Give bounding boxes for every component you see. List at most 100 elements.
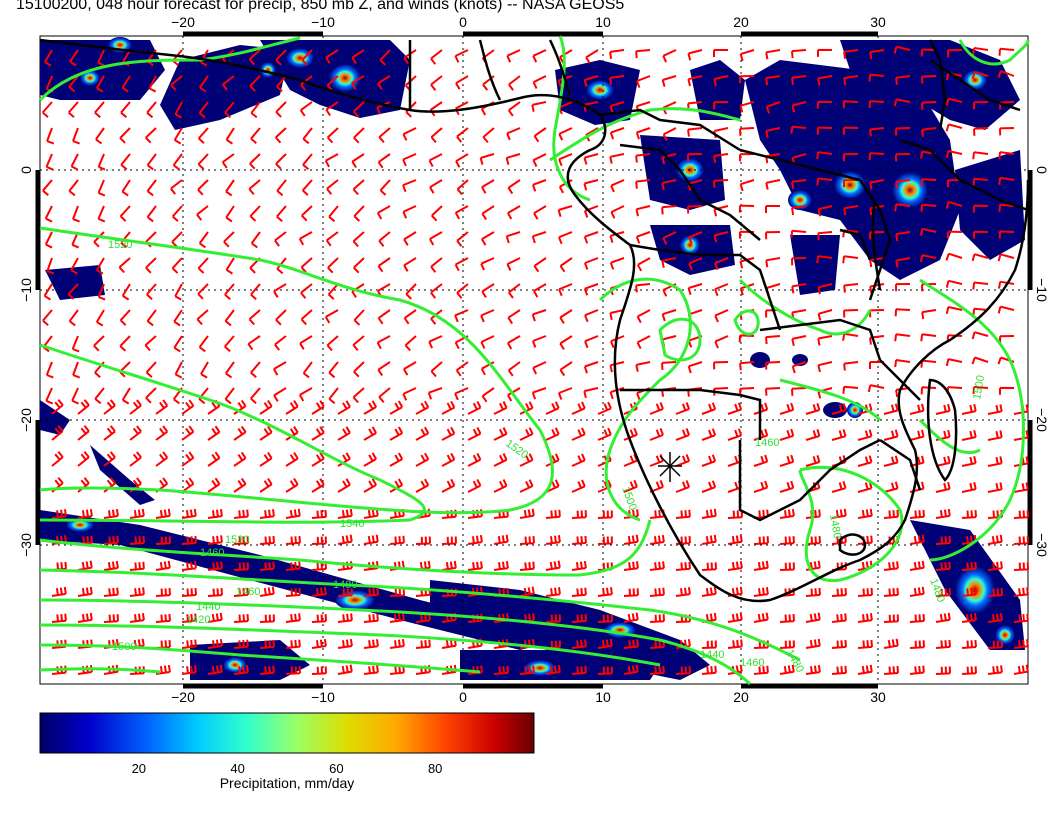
contour-label: 1480 (827, 513, 843, 539)
wind-barb (883, 455, 899, 467)
wind-barb (635, 283, 651, 293)
wind-barb (325, 49, 339, 64)
wind-barb (274, 127, 287, 144)
wind-barb (146, 179, 157, 197)
wind-barb (389, 665, 405, 675)
wind-barb (649, 402, 664, 415)
wind-barb (379, 49, 391, 66)
precip-colorbar: 20 40 60 80 (39, 712, 535, 776)
lat-tick-label: 0 (18, 166, 34, 174)
wind-barb (791, 387, 807, 396)
wind-barb (327, 257, 339, 274)
wind-barb (883, 481, 899, 493)
wind-barb (441, 536, 457, 545)
wind-barb (311, 400, 325, 415)
wind-barb (831, 665, 847, 675)
wind-barb (842, 385, 859, 394)
colorbar-tick-label: 60 (329, 761, 343, 776)
wind-barb (482, 75, 495, 91)
wind-barb (557, 387, 573, 400)
wind-barb (857, 613, 873, 623)
wind-barb (687, 361, 703, 374)
wind-barb (337, 508, 353, 519)
wind-barb (571, 535, 587, 545)
wind-barb (945, 358, 963, 367)
wind-barb (311, 638, 327, 649)
wind-barb (675, 402, 691, 415)
wind-barb (97, 179, 106, 197)
wind-barb (779, 454, 795, 467)
wind-barb (298, 387, 313, 402)
wind-barb (129, 425, 142, 441)
wind-barb (571, 510, 587, 519)
wind-barb (714, 257, 729, 271)
wind-barb (713, 231, 729, 243)
wind-barb (46, 257, 55, 275)
wind-barb (95, 309, 105, 327)
wind-barb (779, 508, 795, 519)
wind-barb (583, 283, 599, 296)
wind-barb (909, 560, 925, 571)
wind-barb (351, 153, 365, 169)
wind-barb (920, 203, 937, 212)
wind-barb (739, 179, 755, 192)
wind-barb (997, 305, 1015, 314)
lon-tick-label: 20 (733, 14, 749, 30)
wind-barb (259, 451, 273, 467)
wind-barb (738, 204, 755, 213)
wind-barb (857, 587, 873, 597)
wind-barb (623, 639, 639, 649)
wind-barb (817, 283, 833, 295)
wind-barb (971, 331, 989, 340)
wind-barb (377, 257, 391, 273)
wind-barb (779, 428, 795, 441)
wind-barb (987, 665, 1003, 675)
wind-barb (259, 639, 275, 649)
wind-barb (221, 75, 235, 91)
wind-barb (376, 205, 391, 220)
wind-barb (199, 75, 209, 93)
wind-barb (259, 586, 275, 597)
wind-barb (146, 153, 157, 171)
wind-barb (311, 478, 325, 493)
wind-barb (181, 451, 195, 467)
wind-barb (402, 127, 417, 141)
wind-barb (103, 614, 119, 623)
wind-barb (623, 664, 639, 675)
wind-barb (701, 454, 717, 467)
wind-barb (353, 309, 365, 326)
wind-barb (363, 508, 379, 519)
wind-barb (635, 127, 651, 140)
wind-barb (300, 283, 313, 299)
wind-barb (623, 588, 639, 597)
wind-barb (895, 257, 911, 268)
wind-barb (972, 230, 989, 239)
lon-ticks-bottom: −20 −10 0 10 20 30 (171, 689, 886, 705)
wind-barb (301, 49, 313, 66)
wind-barb (842, 100, 859, 109)
wind-barb (765, 101, 781, 114)
wind-barb (103, 508, 119, 519)
wind-barb (493, 561, 509, 571)
wind-barb (779, 640, 795, 649)
wind-barb (493, 534, 509, 545)
wind-barb (285, 561, 301, 571)
wind-barb (661, 309, 677, 322)
wind-barb (623, 479, 638, 493)
wind-barb (207, 425, 221, 441)
wind-barb (519, 453, 534, 467)
wind-barb (1013, 587, 1029, 597)
wind-barb (583, 257, 599, 270)
wind-barb (481, 205, 495, 221)
wind-barb (921, 309, 937, 320)
wind-barb (507, 101, 521, 117)
wind-barb (869, 257, 885, 268)
wind-barb (171, 257, 183, 274)
wind-barb (43, 283, 53, 301)
wind-barb (378, 231, 391, 247)
wind-barb (403, 231, 417, 246)
wind-barb (145, 257, 157, 274)
wind-barb (118, 257, 131, 274)
wind-barb (275, 101, 287, 118)
wind-barb (765, 361, 781, 370)
